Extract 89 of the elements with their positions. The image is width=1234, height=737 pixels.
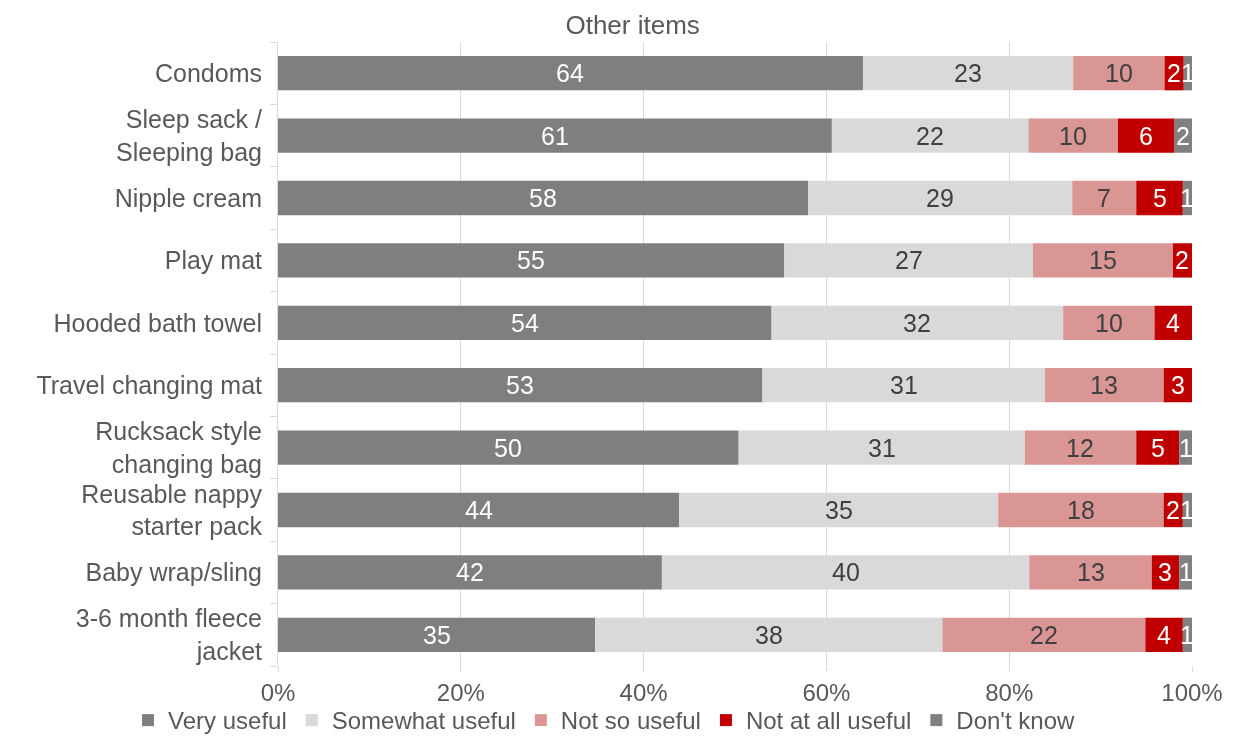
data-label: 4: [1166, 309, 1180, 337]
bar: [278, 617, 596, 652]
legend-label: Very useful: [168, 707, 287, 735]
data-label: 23: [954, 59, 982, 87]
data-label: 13: [1077, 558, 1105, 586]
data-label: 55: [517, 246, 545, 274]
data-label: 61: [541, 122, 569, 150]
data-label: 4: [1157, 621, 1171, 649]
data-label: 2: [1167, 59, 1181, 87]
data-label: 64: [556, 59, 584, 87]
data-label: 3: [1171, 371, 1185, 399]
y-tick-label: Travel changing mat: [36, 370, 263, 399]
data-label: 2: [1176, 122, 1190, 150]
data-label: 27: [895, 246, 923, 274]
data-label: 42: [456, 558, 484, 586]
data-label: 29: [926, 184, 954, 212]
data-label: 13: [1090, 371, 1118, 399]
bar: [1072, 180, 1137, 216]
bar: [278, 430, 739, 465]
data-label: 12: [1066, 434, 1094, 462]
bar: [278, 56, 863, 91]
bar: [278, 555, 662, 590]
data-label: 44: [465, 496, 493, 524]
y-tick-label: 3-6 month fleece jacket: [75, 604, 263, 665]
data-label: 10: [1105, 59, 1133, 87]
bar: [1063, 305, 1155, 340]
bar: [278, 492, 680, 528]
data-label: 40: [832, 558, 860, 586]
x-tick-label: 80%: [985, 678, 1034, 706]
y-tick-label: Nipple cream: [114, 183, 262, 212]
data-label: 38: [755, 621, 783, 649]
data-label: 2: [1166, 496, 1180, 524]
bar: [1024, 430, 1137, 465]
x-tick-label: 40%: [619, 678, 668, 706]
bar: [278, 305, 772, 340]
data-label: 15: [1089, 246, 1117, 274]
data-label: 5: [1153, 184, 1167, 212]
bar: [1136, 430, 1180, 465]
data-label: 10: [1059, 122, 1087, 150]
y-tick-label: Hooded bath towel: [53, 308, 262, 337]
data-label: 32: [903, 309, 931, 337]
data-label: 6: [1139, 122, 1153, 150]
x-tick-label: 60%: [802, 678, 851, 706]
y-tick-label: Sleep sack / Sleeping bag: [116, 105, 263, 166]
data-label: 58: [529, 184, 557, 212]
data-label: 31: [868, 434, 896, 462]
legend-label: Not at all useful: [745, 707, 912, 735]
y-tick-label: Baby wrap/sling: [85, 558, 262, 587]
bar: [1145, 617, 1183, 652]
bar: [1117, 118, 1175, 153]
bar: [278, 243, 785, 278]
y-tick-label: Rucksack style changing bag: [95, 417, 262, 478]
bar: [942, 617, 1146, 652]
data-label: 35: [423, 621, 451, 649]
bar: [1028, 118, 1118, 153]
data-label: 50: [494, 434, 522, 462]
data-label: 5: [1151, 434, 1165, 462]
bar: [998, 492, 1164, 528]
bar: [1073, 56, 1165, 91]
y-tick-label: Condoms: [155, 58, 262, 87]
x-tick-label: 0%: [260, 678, 296, 706]
data-label: 3: [1158, 558, 1172, 586]
bar: [278, 180, 809, 216]
bar: [1029, 555, 1152, 590]
data-label: 7: [1097, 184, 1111, 212]
data-label: 54: [511, 309, 539, 337]
y-tick-label: Reusable nappy starter pack: [81, 479, 263, 540]
legend-label: Don't know: [956, 707, 1075, 735]
data-label: 35: [825, 496, 853, 524]
legend-label: Somewhat useful: [331, 707, 516, 735]
bar: [278, 118, 832, 153]
x-tick-label: 100%: [1161, 678, 1223, 706]
bar: [1044, 368, 1164, 403]
y-tick-label: Play mat: [164, 246, 263, 275]
bar: [1032, 243, 1173, 278]
bar: [1136, 180, 1183, 216]
bar: [278, 368, 763, 403]
data-label: 2: [1175, 246, 1189, 274]
data-label: 22: [916, 122, 944, 150]
x-tick-label: 20%: [436, 678, 485, 706]
data-label: 22: [1030, 621, 1058, 649]
data-label: 53: [506, 371, 534, 399]
data-label: 1: [1179, 558, 1193, 586]
data-label: 1: [1179, 434, 1193, 462]
data-label: 18: [1067, 496, 1095, 524]
legend-label: Not so useful: [560, 707, 701, 735]
data-label: 10: [1095, 309, 1123, 337]
data-label: 31: [890, 371, 918, 399]
chart-title: Other items: [565, 10, 700, 41]
